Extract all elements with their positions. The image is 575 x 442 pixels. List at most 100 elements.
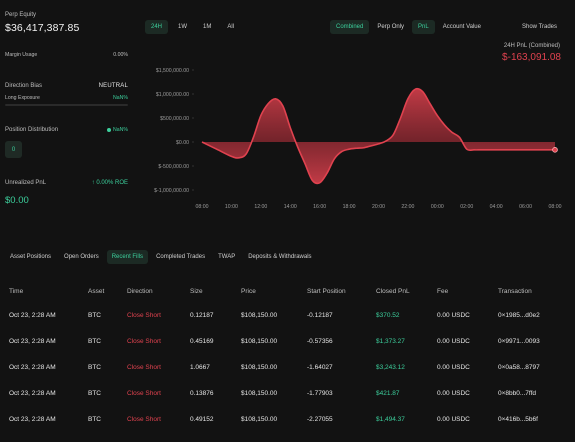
cell-transaction[interactable]: 0×8bb0...7ffd bbox=[498, 390, 537, 397]
tab-24h[interactable]: 24H bbox=[145, 20, 169, 34]
y-tick-label: $-1,000,000.00 bbox=[154, 188, 189, 194]
column-header-start-position[interactable]: Start Position bbox=[307, 288, 346, 295]
tab-completed-trades[interactable]: Completed Trades bbox=[156, 254, 206, 260]
pnl-line bbox=[201, 87, 556, 185]
pnl-area-negative bbox=[202, 142, 555, 184]
column-header-fee[interactable]: Fee bbox=[437, 288, 449, 295]
x-tick-label: 12:00 bbox=[254, 204, 267, 210]
column-header-size[interactable]: Size bbox=[190, 288, 203, 295]
cell-direction: Close Short bbox=[127, 338, 161, 345]
unrealized-pnl-row: Unrealized PnL ↑ 0.00% ROE bbox=[5, 180, 128, 186]
margin-usage-label: Margin Usage bbox=[5, 52, 38, 58]
cell-direction: Close Short bbox=[127, 312, 161, 319]
x-tick-label: 10:00 bbox=[225, 204, 238, 210]
cell-start-position: -1.64027 bbox=[307, 364, 333, 371]
column-header-price[interactable]: Price bbox=[241, 288, 256, 295]
cell-price: $108,150.00 bbox=[241, 364, 278, 371]
tab-asset-positions[interactable]: Asset Positions bbox=[10, 254, 52, 260]
history-tabs: Asset Positions Open Orders Recent Fills… bbox=[5, 250, 317, 264]
time-range-tabs: 24H 1W 1M All bbox=[145, 20, 240, 34]
cell-fee: 0.00 USDC bbox=[437, 312, 470, 319]
tab-all[interactable]: All bbox=[227, 24, 235, 30]
show-trades-toggle[interactable]: Show Trades bbox=[522, 24, 558, 30]
cell-price: $108,150.00 bbox=[241, 390, 278, 397]
unrealized-roe: ↑ 0.00% ROE bbox=[92, 180, 128, 186]
arrow-up-icon: ↑ bbox=[91, 180, 97, 186]
cell-time: Oct 23, 2:28 AM bbox=[9, 390, 56, 397]
column-header-direction[interactable]: Direction bbox=[127, 288, 153, 295]
x-tick-label: 14:00 bbox=[284, 204, 297, 210]
cell-asset: BTC bbox=[88, 312, 101, 319]
tab-open-orders[interactable]: Open Orders bbox=[64, 254, 99, 260]
pnl-chart[interactable]: $1,500,000.00 $1,000,000.00 $500,000.00 $0.… bbox=[140, 60, 570, 215]
position-distribution-row: Position Distribution NaN% bbox=[5, 127, 128, 133]
tab-combined[interactable]: Combined bbox=[330, 20, 370, 34]
table-row[interactable]: Oct 23, 2:28 AM BTC Close Short 0.45169 $108… bbox=[0, 330, 575, 356]
column-header-closed-pnl[interactable]: Closed PnL bbox=[376, 288, 410, 295]
x-tick-label: 06:00 bbox=[519, 204, 532, 210]
unrealized-pnl-label: Unrealized PnL bbox=[5, 180, 47, 186]
cell-transaction[interactable]: 0×416b...5b6f bbox=[498, 416, 538, 423]
cell-direction: Close Short bbox=[127, 416, 161, 423]
position-count-chip: 0 bbox=[5, 141, 22, 158]
y-tick-label: $-500,000.00 bbox=[158, 164, 189, 170]
tab-pnl[interactable]: PnL bbox=[412, 20, 435, 34]
cell-time: Oct 23, 2:28 AM bbox=[9, 312, 56, 319]
long-exposure-value: NaN% bbox=[113, 95, 128, 101]
cell-time: Oct 23, 2:28 AM bbox=[9, 338, 56, 345]
y-tick-label: $1,000,000.00 bbox=[156, 92, 189, 98]
column-header-transaction[interactable]: Transaction bbox=[498, 288, 532, 295]
table-row[interactable]: Oct 23, 2:28 AM BTC Close Short 0.49152 $108… bbox=[0, 408, 575, 434]
x-tick-label: 08:00 bbox=[549, 204, 562, 210]
cell-time: Oct 23, 2:28 AM bbox=[9, 416, 56, 423]
margin-usage-value: 0.00% bbox=[113, 52, 128, 58]
table-row[interactable]: Oct 23, 2:28 AM BTC Close Short 1.0667 $108,… bbox=[0, 356, 575, 382]
cell-fee: 0.00 USDC bbox=[437, 338, 470, 345]
pnl-area-positive bbox=[202, 88, 555, 142]
cell-direction: Close Short bbox=[127, 364, 161, 371]
cell-transaction[interactable]: 0×0a58...8797 bbox=[498, 364, 540, 371]
cell-asset: BTC bbox=[88, 364, 101, 371]
cell-asset: BTC bbox=[88, 416, 101, 423]
cell-price: $108,150.00 bbox=[241, 416, 278, 423]
cell-asset: BTC bbox=[88, 338, 101, 345]
table-header: Time Asset Direction Size Price Start Po… bbox=[0, 282, 575, 304]
cell-transaction[interactable]: 0×1985...d0e2 bbox=[498, 312, 540, 319]
x-tick-label: 02:00 bbox=[460, 204, 473, 210]
tab-1w[interactable]: 1W bbox=[178, 24, 188, 30]
chart-view-tabs: Combined Perp Only PnL Account Value bbox=[330, 20, 487, 34]
direction-bias-row: Direction Bias NEUTRAL bbox=[5, 83, 128, 89]
y-tick-label: $0.00 bbox=[176, 140, 189, 146]
x-tick-label: 08:00 bbox=[196, 204, 209, 210]
chart-pnl-title: 24H PnL (Combined) bbox=[503, 43, 560, 49]
tab-account-value[interactable]: Account Value bbox=[442, 24, 481, 30]
x-tick-label: 04:00 bbox=[490, 204, 503, 210]
cell-transaction[interactable]: 0×9971...0093 bbox=[498, 338, 540, 345]
plot-area bbox=[201, 87, 558, 185]
cell-fee: 0.00 USDC bbox=[437, 364, 470, 371]
perp-equity-block: Perp Equity $36,417,387.85 bbox=[5, 12, 79, 34]
tab-1m[interactable]: 1M bbox=[203, 24, 212, 30]
cell-size: 0.12187 bbox=[190, 312, 214, 319]
fills-table: Time Asset Direction Size Price Start Po… bbox=[0, 282, 575, 434]
direction-bias-value: NEUTRAL bbox=[98, 83, 128, 89]
cell-size: 0.49152 bbox=[190, 416, 214, 423]
tab-twap[interactable]: TWAP bbox=[218, 254, 236, 260]
tab-perp-only[interactable]: Perp Only bbox=[377, 24, 405, 30]
y-tick-label: $500,000.00 bbox=[160, 116, 189, 122]
tab-recent-fills[interactable]: Recent Fills bbox=[106, 250, 149, 264]
long-exposure-label: Long Exposure bbox=[5, 95, 40, 101]
cell-closed-pnl: $3,243.12 bbox=[376, 364, 405, 371]
cell-closed-pnl: $370.52 bbox=[376, 312, 400, 319]
table-row[interactable]: Oct 23, 2:28 AM BTC Close Short 0.12187 $108… bbox=[0, 304, 575, 330]
cell-size: 0.13876 bbox=[190, 390, 214, 397]
chart-pnl-value: $-163,091.08 bbox=[502, 52, 561, 63]
unrealized-pnl-value: $0.00 bbox=[5, 195, 29, 206]
column-header-asset[interactable]: Asset bbox=[88, 288, 105, 295]
tab-deposits-withdrawals[interactable]: Deposits & Withdrawals bbox=[248, 254, 312, 260]
direction-bias-label: Direction Bias bbox=[5, 83, 43, 89]
x-tick-label: 20:00 bbox=[372, 204, 385, 210]
table-row[interactable]: Oct 23, 2:28 AM BTC Close Short 0.13876 $108… bbox=[0, 382, 575, 408]
column-header-time[interactable]: Time bbox=[9, 288, 24, 295]
